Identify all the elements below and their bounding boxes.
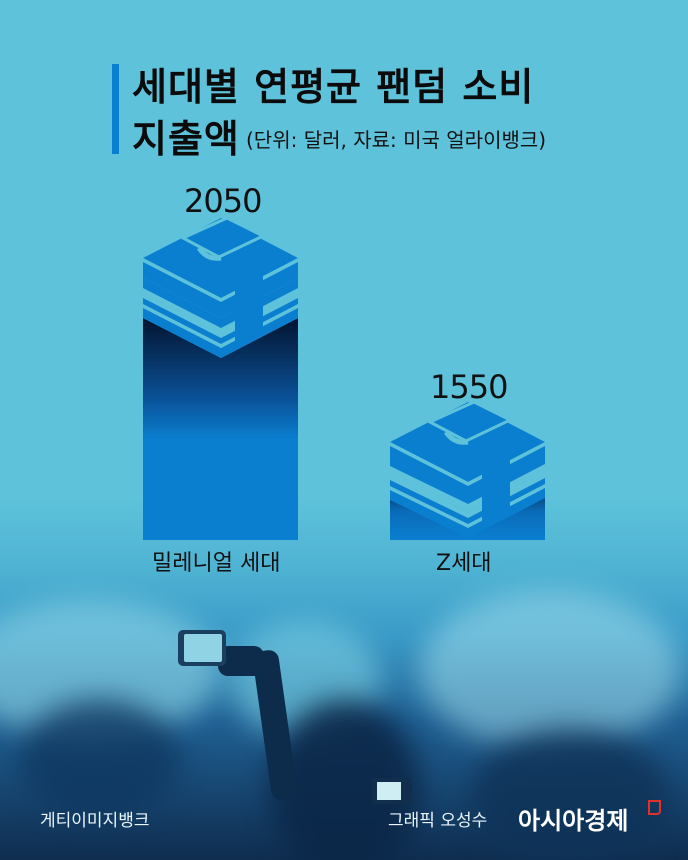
value-label-genz: 1550: [430, 368, 508, 406]
title-accent-bar: [112, 64, 119, 154]
publisher-logo: 아시아경제: [518, 807, 629, 835]
money-stack-icon: [390, 402, 545, 538]
category-label-genz: Z세대: [436, 551, 492, 576]
photo-credit: 게티이미지뱅크: [40, 811, 150, 831]
chart-title-line1: 세대별 연평균 팬덤 소비: [132, 65, 535, 109]
value-label-millennial: 2050: [184, 182, 262, 220]
bar-genz: [390, 402, 545, 540]
category-label-millennial: 밀레니얼 세대: [152, 551, 281, 576]
unit-source-note: (단위: 달러, 자료: 미국 얼라이뱅크): [246, 128, 547, 152]
money-stack-icon: [143, 218, 298, 358]
publisher-logo-mark-icon: [648, 800, 661, 815]
phone-icon: [178, 630, 226, 666]
chart-title-line2: 지출액: [132, 117, 240, 161]
bar-millennial: [143, 218, 298, 540]
graphic-credit: 그래픽 오성수: [388, 811, 488, 831]
